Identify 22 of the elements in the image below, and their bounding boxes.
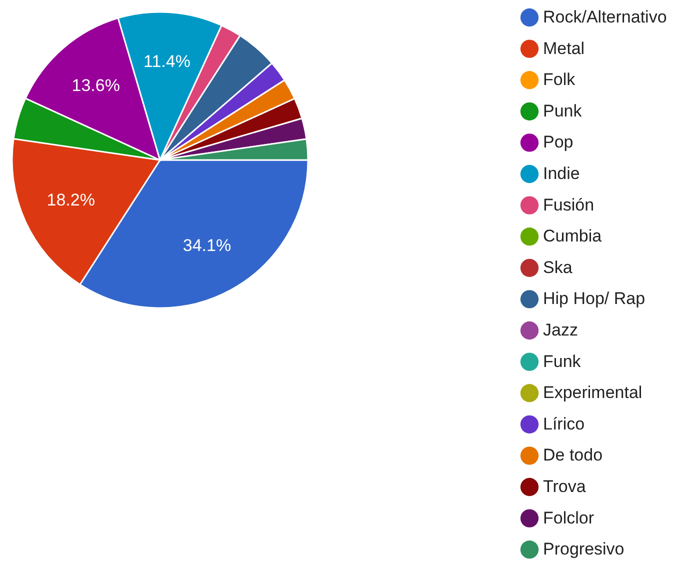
legend-label: Ska: [543, 258, 573, 277]
legend-label: Trova: [543, 477, 586, 496]
legend-label: Fusión: [543, 195, 594, 214]
data-label: 34.1%: [182, 236, 232, 256]
legend-label: Experimental: [543, 383, 642, 402]
legend-label: Rock/Alternativo: [543, 8, 667, 26]
legend-label: Metal: [543, 38, 585, 58]
data-label: 18.2%: [46, 190, 95, 210]
legend-label: Pop: [543, 132, 574, 152]
legend-label: Hip Hop/ Rap: [543, 289, 646, 308]
legend-label: Folclor: [543, 508, 594, 528]
legend-label: Indie: [543, 164, 580, 183]
legend-label: De todo: [543, 446, 603, 465]
data-label: 13.6%: [72, 76, 120, 95]
data-label: 11.4%: [144, 52, 190, 72]
legend-label: Lírico: [543, 414, 585, 434]
legend-label: Jazz: [543, 320, 578, 340]
legend-label: Funk: [543, 352, 582, 371]
legend-label: Folk: [543, 70, 576, 90]
legend-label: Cumbia: [543, 226, 602, 246]
legend-label: Progresivo: [543, 540, 624, 559]
legend-label: Punk: [543, 101, 582, 120]
